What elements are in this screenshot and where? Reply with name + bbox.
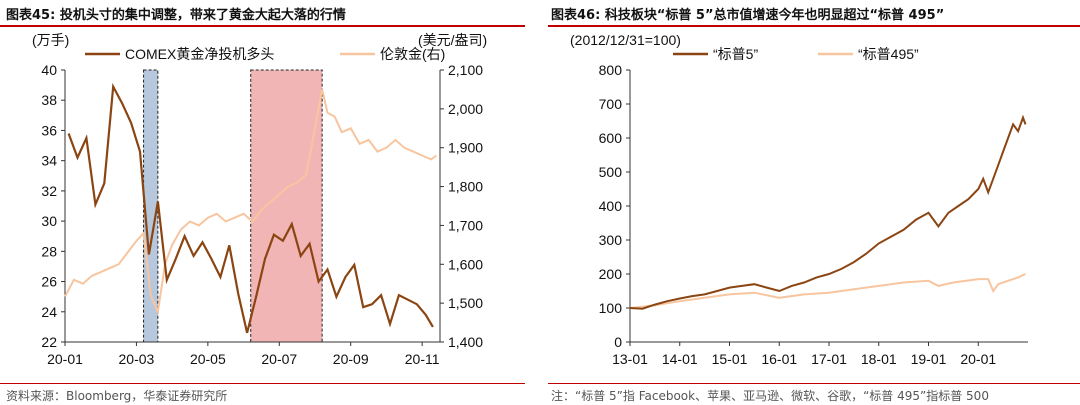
legend-label-sp495: “标普495” [858, 46, 919, 62]
left-chart-title: 图表45: 投机头寸的集中调整，带来了黄金大起大落的行情 [6, 4, 346, 23]
y2-tick-label: 1,900 [448, 140, 483, 156]
y2-tick-label: 1,400 [448, 334, 483, 350]
y2-tick-label: 1,700 [448, 217, 483, 233]
x-tick-label: 20-09 [333, 351, 369, 367]
y-tick-label: 800 [599, 62, 623, 78]
x-tick-label: 13-01 [612, 351, 648, 367]
left-chart: 22 24 26 28 30 32 34 36 38 40 1,400 1,500 1,600 1,700… [32, 32, 487, 367]
series-line-london-gold [64, 89, 437, 316]
right-chart-heading: 科技板块“标普 5”总市值增速今年也明显超过“标普 495” [604, 8, 945, 23]
right-title-rule [548, 25, 1080, 27]
y-tick-label: 38 [41, 92, 57, 108]
x-tick-label: 19-01 [911, 351, 947, 367]
y-tick-label: 200 [599, 266, 623, 282]
y-tick-label: 40 [41, 62, 57, 78]
left-chart-number: 图表45: [6, 8, 56, 23]
left-bottom-rule [0, 383, 525, 384]
y-tick-label: 300 [599, 232, 623, 248]
right-note: 注：“标普 5”指 Facebook、苹果、亚马逊、微软、谷歌，“标普 495”… [551, 389, 989, 403]
y-tick-label: 100 [599, 300, 623, 316]
left-source: 资料来源：Bloomberg，华泰证券研究所 [6, 389, 228, 403]
y-tick-label: 32 [41, 183, 57, 199]
y2-tick-label: 2,000 [448, 101, 483, 117]
x-tick-label: 14-01 [662, 351, 698, 367]
right-chart-title: 图表46: 科技板块“标普 5”总市值增速今年也明显超过“标普 495” [551, 4, 944, 23]
y-tick-label: 400 [599, 198, 623, 214]
y-tick-label: 26 [41, 274, 57, 290]
x-tick-label: 20-01 [47, 351, 83, 367]
y-tick-label: 30 [41, 213, 57, 229]
y-tick-label: 700 [599, 96, 623, 112]
y-tick-label: 0 [614, 334, 622, 350]
series-line-comex-net-long [67, 82, 434, 334]
legend-label-sp5: “标普5” [713, 46, 758, 62]
right-chart-number: 图表46: [551, 8, 601, 23]
y-tick-label: 36 [41, 122, 57, 138]
left-axis-unit: (万手) [32, 32, 69, 48]
x-tick-label: 18-01 [861, 351, 897, 367]
x-tick-label: 17-01 [811, 351, 847, 367]
y-tick-label: 34 [41, 153, 57, 169]
x-tick-label: 20-05 [190, 351, 226, 367]
x-tick-label: 20-07 [261, 351, 297, 367]
x-tick-label: 15-01 [712, 351, 748, 367]
y-tick-label: 24 [41, 304, 57, 320]
series-line-sp495 [629, 273, 1026, 309]
right-axis-unit: (美元/盎司) [418, 32, 487, 48]
highlight-band-red [250, 69, 323, 343]
legend-label-comex: COMEX黄金净投机多头 [125, 46, 274, 62]
left-title-rule [0, 25, 525, 27]
right-bottom-rule [548, 383, 1080, 384]
x-tick-label: 16-01 [761, 351, 797, 367]
x-tick-label: 20-11 [405, 351, 440, 367]
y2-tick-label: 1,600 [448, 256, 483, 272]
left-chart-heading: 投机头寸的集中调整，带来了黄金大起大落的行情 [59, 8, 346, 23]
y2-tick-label: 1,800 [448, 179, 483, 195]
y-tick-label: 28 [41, 243, 57, 259]
y-tick-label: 22 [41, 334, 57, 350]
y2-tick-label: 1,500 [448, 295, 483, 311]
x-tick-label: 20-01 [960, 351, 996, 367]
y-tick-label: 500 [599, 164, 623, 180]
y2-tick-label: 2,100 [448, 62, 483, 78]
series-line-sp5 [629, 114, 1027, 310]
legend-label-london-gold: 伦敦金(右) [380, 46, 445, 62]
x-tick-label: 20-03 [119, 351, 155, 367]
y-tick-label: 600 [599, 130, 623, 146]
index-base-label: (2012/12/31=100) [570, 32, 681, 48]
right-chart: 0 100 200 300 400 500 600 700 800 13-01 14-01 15-01… [570, 32, 1028, 367]
